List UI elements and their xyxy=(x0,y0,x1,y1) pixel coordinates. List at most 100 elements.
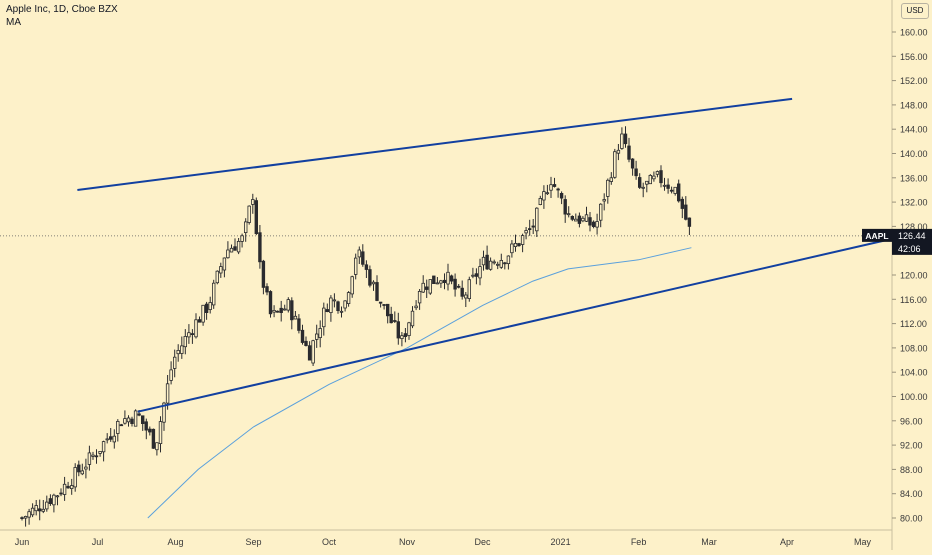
candle xyxy=(194,313,198,339)
candle-body xyxy=(659,170,663,184)
candle xyxy=(385,303,390,324)
candle xyxy=(524,227,528,240)
candle-body xyxy=(584,214,589,222)
candle-body xyxy=(570,215,574,220)
candle xyxy=(400,332,404,347)
candle-body xyxy=(410,310,415,327)
candle xyxy=(123,410,127,425)
candle-body xyxy=(414,305,418,309)
candle xyxy=(158,416,163,453)
candle xyxy=(290,297,294,330)
candle-body xyxy=(528,228,532,231)
candle xyxy=(467,276,471,302)
candle xyxy=(666,178,670,194)
price-tick-label: 80.00 xyxy=(900,514,923,524)
candle-body xyxy=(30,507,35,516)
candle-body xyxy=(155,442,159,451)
candle xyxy=(488,257,493,271)
time-tick-label: Feb xyxy=(631,537,647,547)
candle xyxy=(258,225,262,269)
candle-body xyxy=(606,179,610,197)
candle-body xyxy=(268,291,273,315)
candle xyxy=(403,328,408,343)
time-tick-label: Jul xyxy=(92,537,104,547)
last-price-label: AAPL 126.44 42:06 xyxy=(862,228,932,255)
candle-body xyxy=(400,335,404,340)
candle-body xyxy=(20,517,24,519)
candle-body xyxy=(126,417,131,423)
candle-body xyxy=(233,246,237,251)
candle-body xyxy=(148,428,152,433)
chart-title: Apple Inc, 1D, Cboe BZX xyxy=(6,4,118,15)
candle-body xyxy=(222,257,227,271)
candle xyxy=(669,186,674,194)
candle xyxy=(535,207,539,237)
candle xyxy=(261,259,266,295)
candle xyxy=(552,177,557,188)
candle xyxy=(435,277,440,285)
candle xyxy=(662,177,667,191)
candle xyxy=(393,311,397,323)
candle xyxy=(432,275,436,284)
candle-body xyxy=(542,191,546,201)
candle xyxy=(126,415,131,427)
candle-body xyxy=(407,322,411,336)
candle xyxy=(574,213,578,222)
candle xyxy=(481,250,486,271)
currency-button[interactable]: USD xyxy=(901,3,929,19)
candle-body xyxy=(98,450,102,454)
candle-body xyxy=(442,279,447,283)
candle-body xyxy=(453,278,457,290)
candle-body xyxy=(91,454,95,457)
candle-body xyxy=(130,418,134,425)
candle-body xyxy=(282,308,287,311)
candle xyxy=(272,305,276,318)
candle xyxy=(297,314,301,334)
candle xyxy=(325,303,329,313)
price-tick-label: 148.00 xyxy=(900,100,928,110)
candle-body xyxy=(190,333,195,336)
candle xyxy=(421,275,425,293)
time-tick-label: Mar xyxy=(701,537,717,547)
candle xyxy=(453,273,457,297)
candle-body xyxy=(144,421,148,431)
candle-body xyxy=(435,282,440,285)
candle-body xyxy=(325,309,329,312)
candle-body xyxy=(201,304,205,323)
candle-body xyxy=(73,467,77,488)
candle-body xyxy=(350,276,354,295)
candle-body xyxy=(680,198,684,209)
candle xyxy=(538,195,542,206)
candle-body xyxy=(481,256,486,266)
candle-body xyxy=(62,483,67,495)
candle xyxy=(91,451,95,460)
candle xyxy=(645,180,649,193)
candle-body xyxy=(70,485,74,490)
candle xyxy=(428,279,432,295)
candle-body xyxy=(247,205,251,223)
candle xyxy=(641,182,645,198)
candle-body xyxy=(538,197,542,205)
candle-body xyxy=(80,470,84,475)
candle xyxy=(133,409,138,427)
candle-body xyxy=(549,184,553,191)
candle xyxy=(627,137,631,163)
candle-body xyxy=(229,247,234,253)
candle-body xyxy=(666,184,670,189)
candle xyxy=(357,246,361,264)
candle xyxy=(471,267,475,279)
candle-body xyxy=(45,501,49,510)
candle-body xyxy=(272,309,276,313)
candle xyxy=(556,187,560,198)
candle xyxy=(517,242,521,247)
candle-body xyxy=(87,452,92,465)
candle-body xyxy=(385,303,390,317)
candle xyxy=(595,213,599,235)
candle-body xyxy=(439,280,443,284)
candle xyxy=(251,193,255,214)
candle-body xyxy=(300,329,305,343)
candle xyxy=(623,126,628,148)
candle xyxy=(77,460,81,477)
